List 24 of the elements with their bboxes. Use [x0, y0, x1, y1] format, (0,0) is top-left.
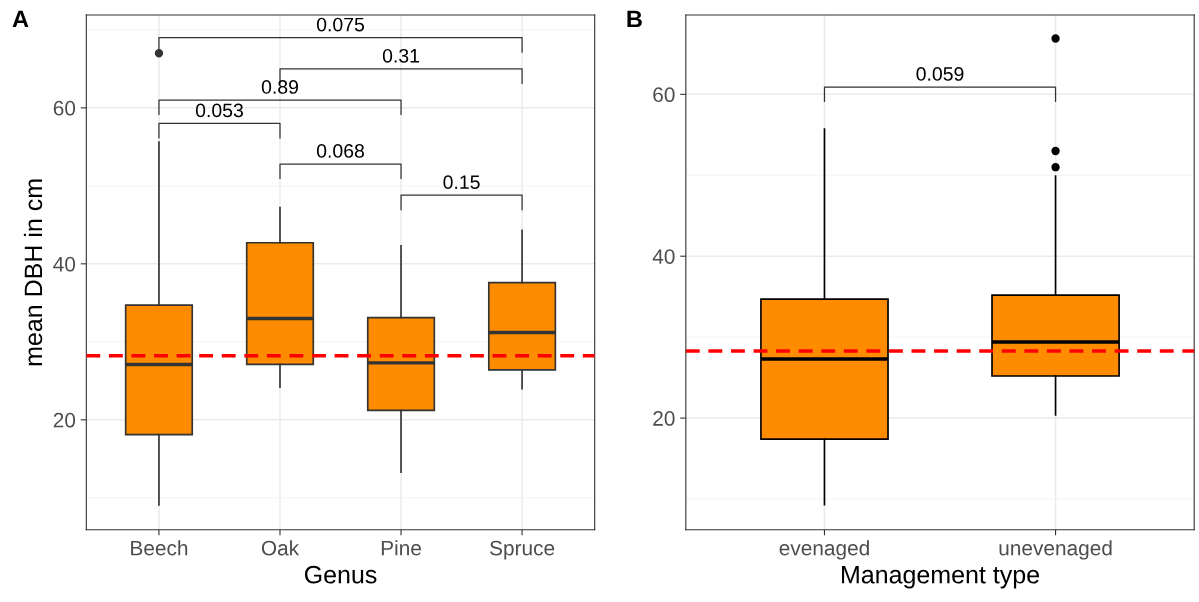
- annotation: 0.068: [316, 144, 364, 158]
- x-tick-label: Oak: [261, 540, 300, 556]
- x-tick-label: unevenaged: [999, 540, 1112, 560]
- x-axis-title: Genus: [304, 565, 377, 584]
- y-tick-label: 60: [653, 87, 675, 103]
- annotation: 0.89: [261, 80, 298, 94]
- y-tick-label: 40: [652, 249, 675, 264]
- y-tick-label: 40: [53, 256, 76, 272]
- annotation: 0.075: [316, 17, 365, 32]
- x-tick-label: Pine: [381, 540, 421, 556]
- annotation: 0.15: [443, 175, 480, 190]
- y-tick-label: 60: [53, 100, 76, 116]
- chart-title: A: [12, 10, 29, 28]
- x-tick-label: Beech: [131, 540, 188, 556]
- annotation: 0.053: [195, 103, 243, 118]
- y-tick-label: 20: [653, 411, 675, 426]
- chart-title: B: [627, 10, 642, 28]
- y-axis-title: mean DBH in cm: [23, 179, 43, 366]
- annotation: 0.059: [916, 67, 964, 81]
- x-axis-title: Management type: [842, 566, 1039, 589]
- x-tick-label: evenaged: [779, 540, 869, 560]
- y-tick-label: 20: [53, 412, 76, 428]
- annotation: 0.31: [382, 48, 420, 63]
- x-tick-label: Spruce: [490, 540, 555, 560]
